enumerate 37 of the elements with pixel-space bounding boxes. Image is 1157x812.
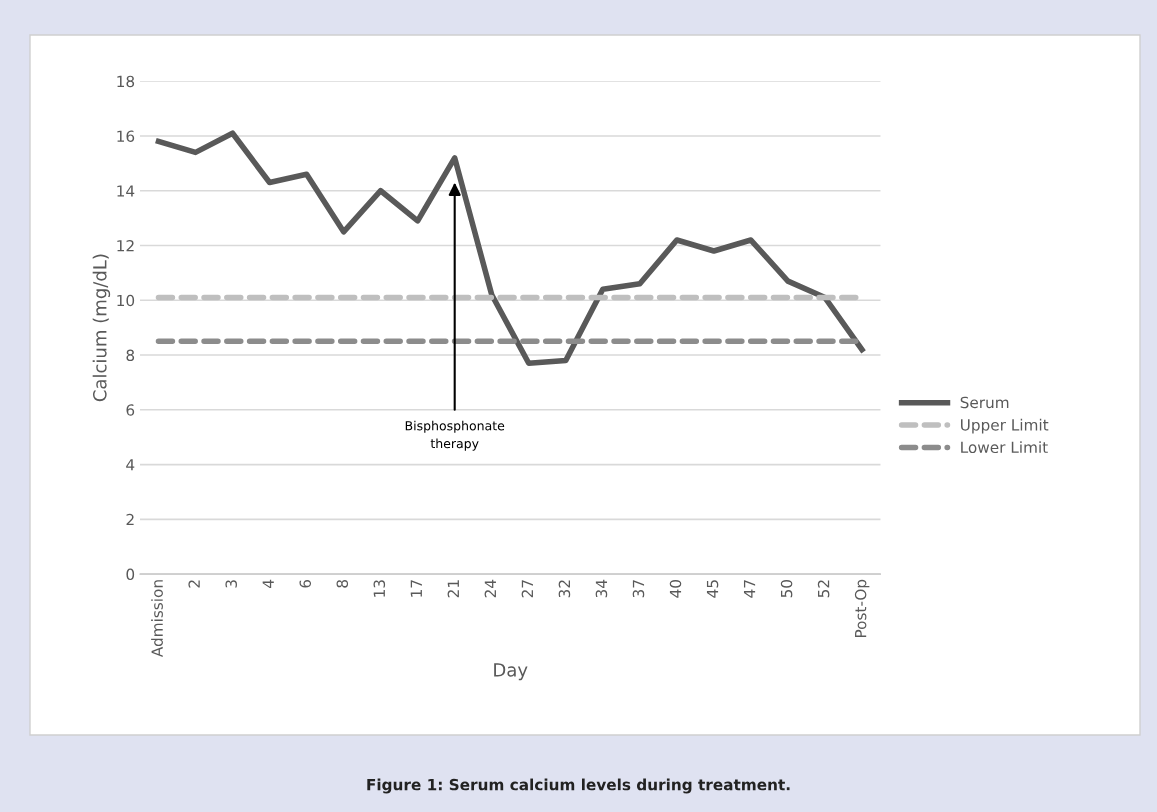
x-tick-label: 45 (706, 580, 719, 598)
legend-label: Upper Limit (961, 418, 1049, 434)
y-tick-label: 4 (126, 459, 135, 471)
x-tick-label: 47 (743, 580, 756, 598)
caption: Figure 1: Serum calcium levels during treatment. (367, 778, 790, 794)
y-tick-label: 0 (126, 568, 135, 581)
legend-label: Serum (960, 396, 1009, 409)
x-tick-label: 17 (410, 580, 422, 597)
x-tick-label: 21 (447, 580, 459, 598)
y-tick-label: 8 (126, 349, 135, 362)
y-tick-label: 18 (117, 75, 135, 88)
legend-label: Lower Limit (961, 441, 1048, 454)
x-tick-label: 40 (669, 579, 682, 598)
x-tick-label: 34 (595, 579, 608, 598)
x-tick-label: Post-Op (854, 579, 870, 638)
x-tick-label: 8 (336, 579, 349, 588)
x-tick-label: 2 (188, 580, 200, 588)
x-tick-label: 32 (558, 580, 571, 598)
y-tick-label: 12 (117, 239, 134, 252)
annotation: Bisphosphonate therapy (405, 420, 505, 451)
x-tick-label: 4 (262, 579, 274, 588)
y-tick-label: 10 (117, 294, 135, 307)
x-tick-label: 13 (373, 580, 386, 597)
x-tick-label: 37 (632, 580, 645, 598)
x-axis-title: Day (494, 663, 528, 681)
x-tick-label: 50 (780, 579, 793, 598)
x-tick-label: 3 (225, 580, 237, 588)
x-tick-label: 24 (484, 579, 496, 598)
y-axis-title: Calcium (mg/dL) (92, 254, 111, 402)
x-tick-label: 27 (521, 580, 533, 598)
y-tick-label: 2 (126, 513, 134, 526)
x-tick-label: Admission (151, 580, 163, 658)
y-tick-label: 16 (117, 130, 135, 142)
y-tick-label: 14 (117, 185, 135, 197)
x-tick-label: 52 (817, 580, 830, 598)
y-tick-label: 6 (126, 404, 135, 416)
x-tick-label: 6 (299, 579, 312, 588)
